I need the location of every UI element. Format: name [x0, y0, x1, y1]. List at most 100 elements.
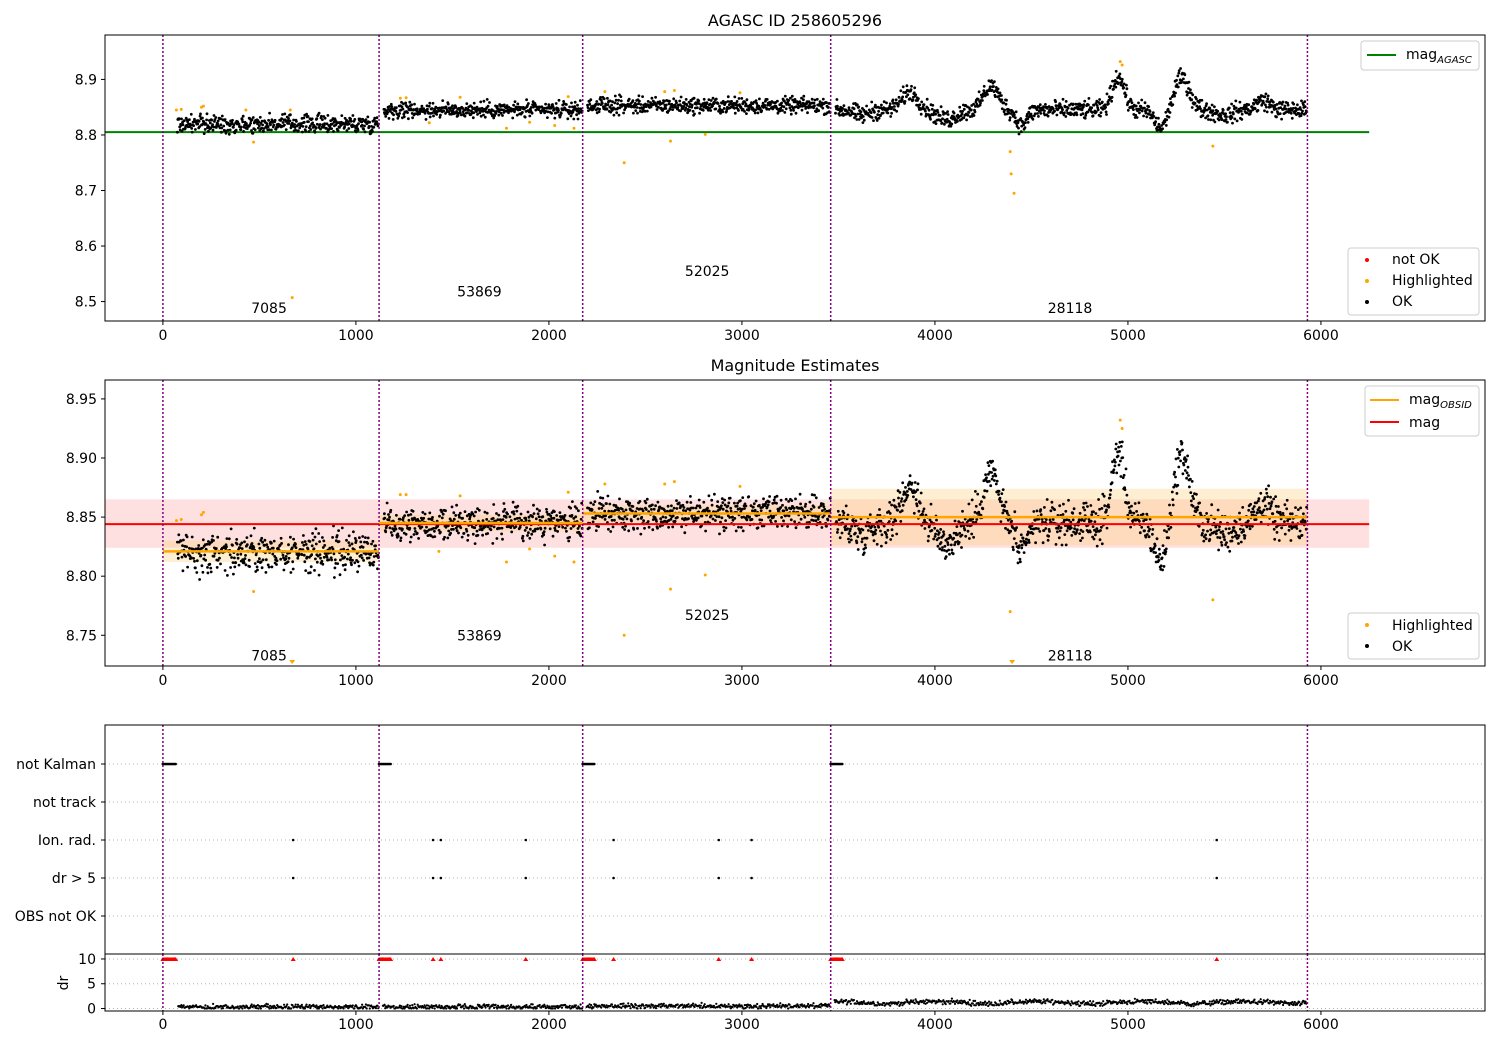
ok-point [228, 553, 232, 557]
ok-point [233, 556, 236, 560]
ok-point [1091, 525, 1095, 528]
ok-point [1044, 518, 1048, 521]
highlighted-point [174, 519, 178, 523]
ok-point [939, 105, 943, 109]
ok-point [485, 518, 489, 521]
ok-point [807, 525, 810, 529]
ok-point [594, 102, 598, 106]
ok-point [1154, 551, 1157, 554]
ok-point [242, 130, 246, 133]
ok-point [614, 98, 618, 102]
highlighted-point [1008, 610, 1012, 614]
ok-point [310, 117, 314, 121]
ok-point [640, 110, 644, 114]
ok-point [352, 530, 355, 534]
clipped-point-marker [289, 660, 296, 664]
ok-point [306, 115, 310, 118]
ok-point [650, 96, 654, 100]
ok-point [1191, 504, 1195, 508]
ok-point [901, 85, 905, 89]
ok-point [561, 525, 565, 529]
ok-point [817, 109, 821, 112]
ok-point [389, 110, 392, 113]
ok-point [868, 513, 872, 517]
ok-point [289, 126, 293, 130]
ok-point [860, 540, 864, 544]
magnitude-panel-title: Magnitude Estimates [711, 356, 880, 375]
ok-point [645, 497, 649, 501]
ok-point [460, 535, 464, 539]
ok-point [782, 509, 786, 513]
ok-point [1159, 564, 1163, 568]
ok-point [1125, 83, 1128, 87]
ok-point [395, 513, 398, 517]
ok-point [710, 498, 714, 502]
ok-point [1142, 114, 1145, 118]
ok-point [967, 502, 971, 506]
ok-point [1094, 533, 1097, 537]
ok-point [1081, 530, 1085, 533]
ok-point [943, 122, 946, 126]
ok-point [442, 109, 446, 113]
magnitude-x-tick-label: 5000 [1110, 673, 1146, 689]
ok-point [287, 556, 291, 560]
ok-point [404, 101, 408, 105]
ok-point [1000, 94, 1003, 97]
ok-point [1110, 99, 1113, 103]
highlighted-point [672, 89, 676, 93]
ok-point [1206, 114, 1210, 118]
ok-point [949, 543, 953, 547]
ok-point [255, 565, 259, 569]
ok-point [937, 536, 941, 540]
ok-point [643, 109, 647, 113]
ok-point [1053, 109, 1056, 113]
ok-point [1088, 530, 1092, 534]
ok-point [610, 103, 613, 107]
ok-point [734, 529, 738, 533]
ok-point [449, 531, 452, 535]
ok-point [1285, 498, 1289, 502]
ok-point [695, 106, 699, 110]
highlighted-point [504, 560, 508, 564]
ok-point [779, 506, 783, 509]
magnitude-x-tick-label: 6000 [1303, 673, 1339, 689]
ok-point [1252, 102, 1256, 106]
ok-point [492, 503, 496, 506]
ok-point [1160, 556, 1164, 560]
ok-point [186, 120, 190, 123]
ok-point [180, 129, 184, 133]
ok-point [1050, 500, 1054, 504]
ok-point [857, 105, 861, 109]
ok-point [1190, 106, 1194, 109]
flag-marker [174, 762, 177, 766]
ok-point [1178, 453, 1182, 456]
ok-point [1126, 108, 1130, 112]
ok-point [387, 518, 391, 522]
ok-point [717, 515, 721, 519]
ok-point [1105, 113, 1108, 116]
agasc-x-tick-label: 6000 [1303, 328, 1339, 344]
ok-point [986, 93, 989, 96]
ok-point [636, 527, 639, 530]
ok-point [1057, 536, 1061, 540]
ok-point [261, 558, 265, 562]
ok-point [844, 504, 848, 508]
ok-point [512, 512, 516, 516]
ok-point [553, 510, 556, 513]
ok-point [226, 574, 229, 577]
ok-point [245, 543, 249, 547]
ok-point [454, 105, 458, 109]
ok-point [500, 526, 504, 530]
ok-point [577, 509, 580, 513]
ok-point [744, 504, 748, 508]
ok-point [330, 558, 333, 562]
ok-point [262, 127, 266, 130]
ok-point [518, 516, 521, 520]
ok-point [287, 117, 290, 120]
ok-point [1169, 526, 1173, 529]
ok-point [479, 114, 483, 118]
ok-point [616, 102, 619, 106]
ok-point [726, 100, 730, 103]
ok-point [964, 534, 968, 538]
ok-point [347, 541, 351, 544]
